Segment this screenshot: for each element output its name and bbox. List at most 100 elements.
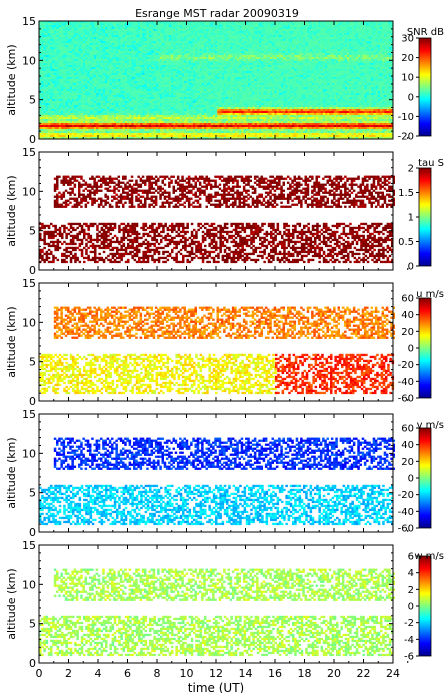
snr-cell [43, 45, 46, 48]
snr-cell [201, 51, 205, 54]
snr-cell [45, 123, 49, 126]
snr-cell [118, 37, 121, 40]
snr-cell [199, 133, 203, 136]
snr-cell [76, 31, 79, 34]
snr-cell [182, 137, 185, 140]
snr-cell [102, 23, 106, 26]
snr-cell [206, 81, 209, 84]
snr-cell [109, 95, 112, 98]
snr-cell [74, 89, 77, 92]
snr-cell [65, 79, 68, 82]
snr-cell [153, 83, 156, 86]
snr-cell [107, 69, 110, 72]
snr-cell [212, 99, 216, 102]
snr-cell [98, 59, 101, 62]
snr-cell [65, 61, 68, 64]
snr-cell [127, 129, 130, 132]
snr-cell [109, 131, 112, 134]
snr-cell [85, 97, 88, 100]
snr-cell [102, 43, 106, 46]
snr-cell [102, 79, 106, 82]
snr-cell [39, 29, 42, 32]
snr-cell [105, 79, 108, 82]
snr-cell [151, 63, 154, 66]
snr-cell [142, 47, 145, 50]
snr-cell [50, 23, 53, 26]
snr-cell [47, 55, 51, 58]
snr-cell [111, 99, 115, 102]
snr-cell [212, 65, 216, 68]
snr-cell [199, 93, 203, 96]
snr-cell [175, 135, 178, 138]
snr-cell [153, 77, 156, 80]
snr-cell [162, 51, 165, 54]
snr-cell [98, 45, 101, 48]
snr-cell [111, 63, 115, 66]
snr-cell [41, 117, 44, 120]
snr-cell [102, 111, 106, 114]
snr-cell [190, 23, 194, 26]
snr-cell [113, 63, 117, 66]
snr-cell [105, 133, 108, 136]
snr-cell [140, 65, 143, 68]
snr-cell [65, 33, 68, 36]
snr-cell [96, 117, 99, 120]
snr-cell [144, 51, 148, 54]
snr-cell [131, 123, 134, 126]
snr-cell [140, 111, 143, 114]
snr-cell [157, 101, 161, 104]
snr-cell [215, 89, 218, 92]
snr-cell [129, 137, 132, 140]
snr-cell [153, 37, 156, 40]
snr-cell [83, 99, 86, 102]
snr-cell [109, 127, 112, 130]
snr-cell [76, 27, 79, 30]
snr-cell [182, 35, 185, 38]
snr-cell [175, 53, 178, 56]
snr-cell [91, 21, 95, 24]
snr-cell [151, 45, 154, 48]
snr-cell [199, 23, 203, 26]
snr-cell [89, 81, 93, 84]
snr-cell [155, 125, 159, 128]
snr-cell [54, 53, 57, 56]
snr-cell [168, 95, 172, 98]
snr-cell [162, 95, 165, 98]
snr-cell [58, 79, 62, 82]
snr-cell [142, 115, 145, 118]
snr-cell [56, 125, 60, 128]
snr-cell [54, 81, 57, 84]
snr-cell [129, 37, 132, 40]
snr-cell [120, 31, 123, 34]
snr-cell [94, 75, 97, 78]
snr-cell [164, 69, 167, 72]
snr-cell [89, 65, 93, 68]
snr-cell [96, 101, 99, 104]
snr-cell [80, 119, 84, 122]
snr-cell [157, 99, 161, 102]
snr-cell [197, 69, 200, 72]
snr-cell [197, 103, 200, 106]
snr-cell [107, 71, 110, 74]
snr-cell [127, 115, 130, 118]
snr-cell [85, 135, 88, 138]
snr-cell [201, 113, 205, 116]
snr-cell [175, 137, 178, 140]
snr-cell [168, 29, 172, 32]
snr-cell [157, 63, 161, 66]
snr-cell [47, 133, 51, 136]
snr-cell [219, 83, 222, 86]
snr-cell [54, 55, 57, 58]
snr-cell [118, 129, 121, 132]
snr-cell [113, 29, 117, 32]
snr-cell [179, 43, 183, 46]
snr-cell [113, 105, 117, 108]
snr-cell [67, 53, 71, 56]
snr-cell [160, 85, 163, 88]
snr-cell [133, 93, 137, 96]
snr-cell [175, 87, 178, 90]
snr-cell [162, 105, 165, 108]
snr-cell [113, 71, 117, 74]
snr-cell [56, 97, 60, 100]
snr-cell [219, 77, 222, 80]
